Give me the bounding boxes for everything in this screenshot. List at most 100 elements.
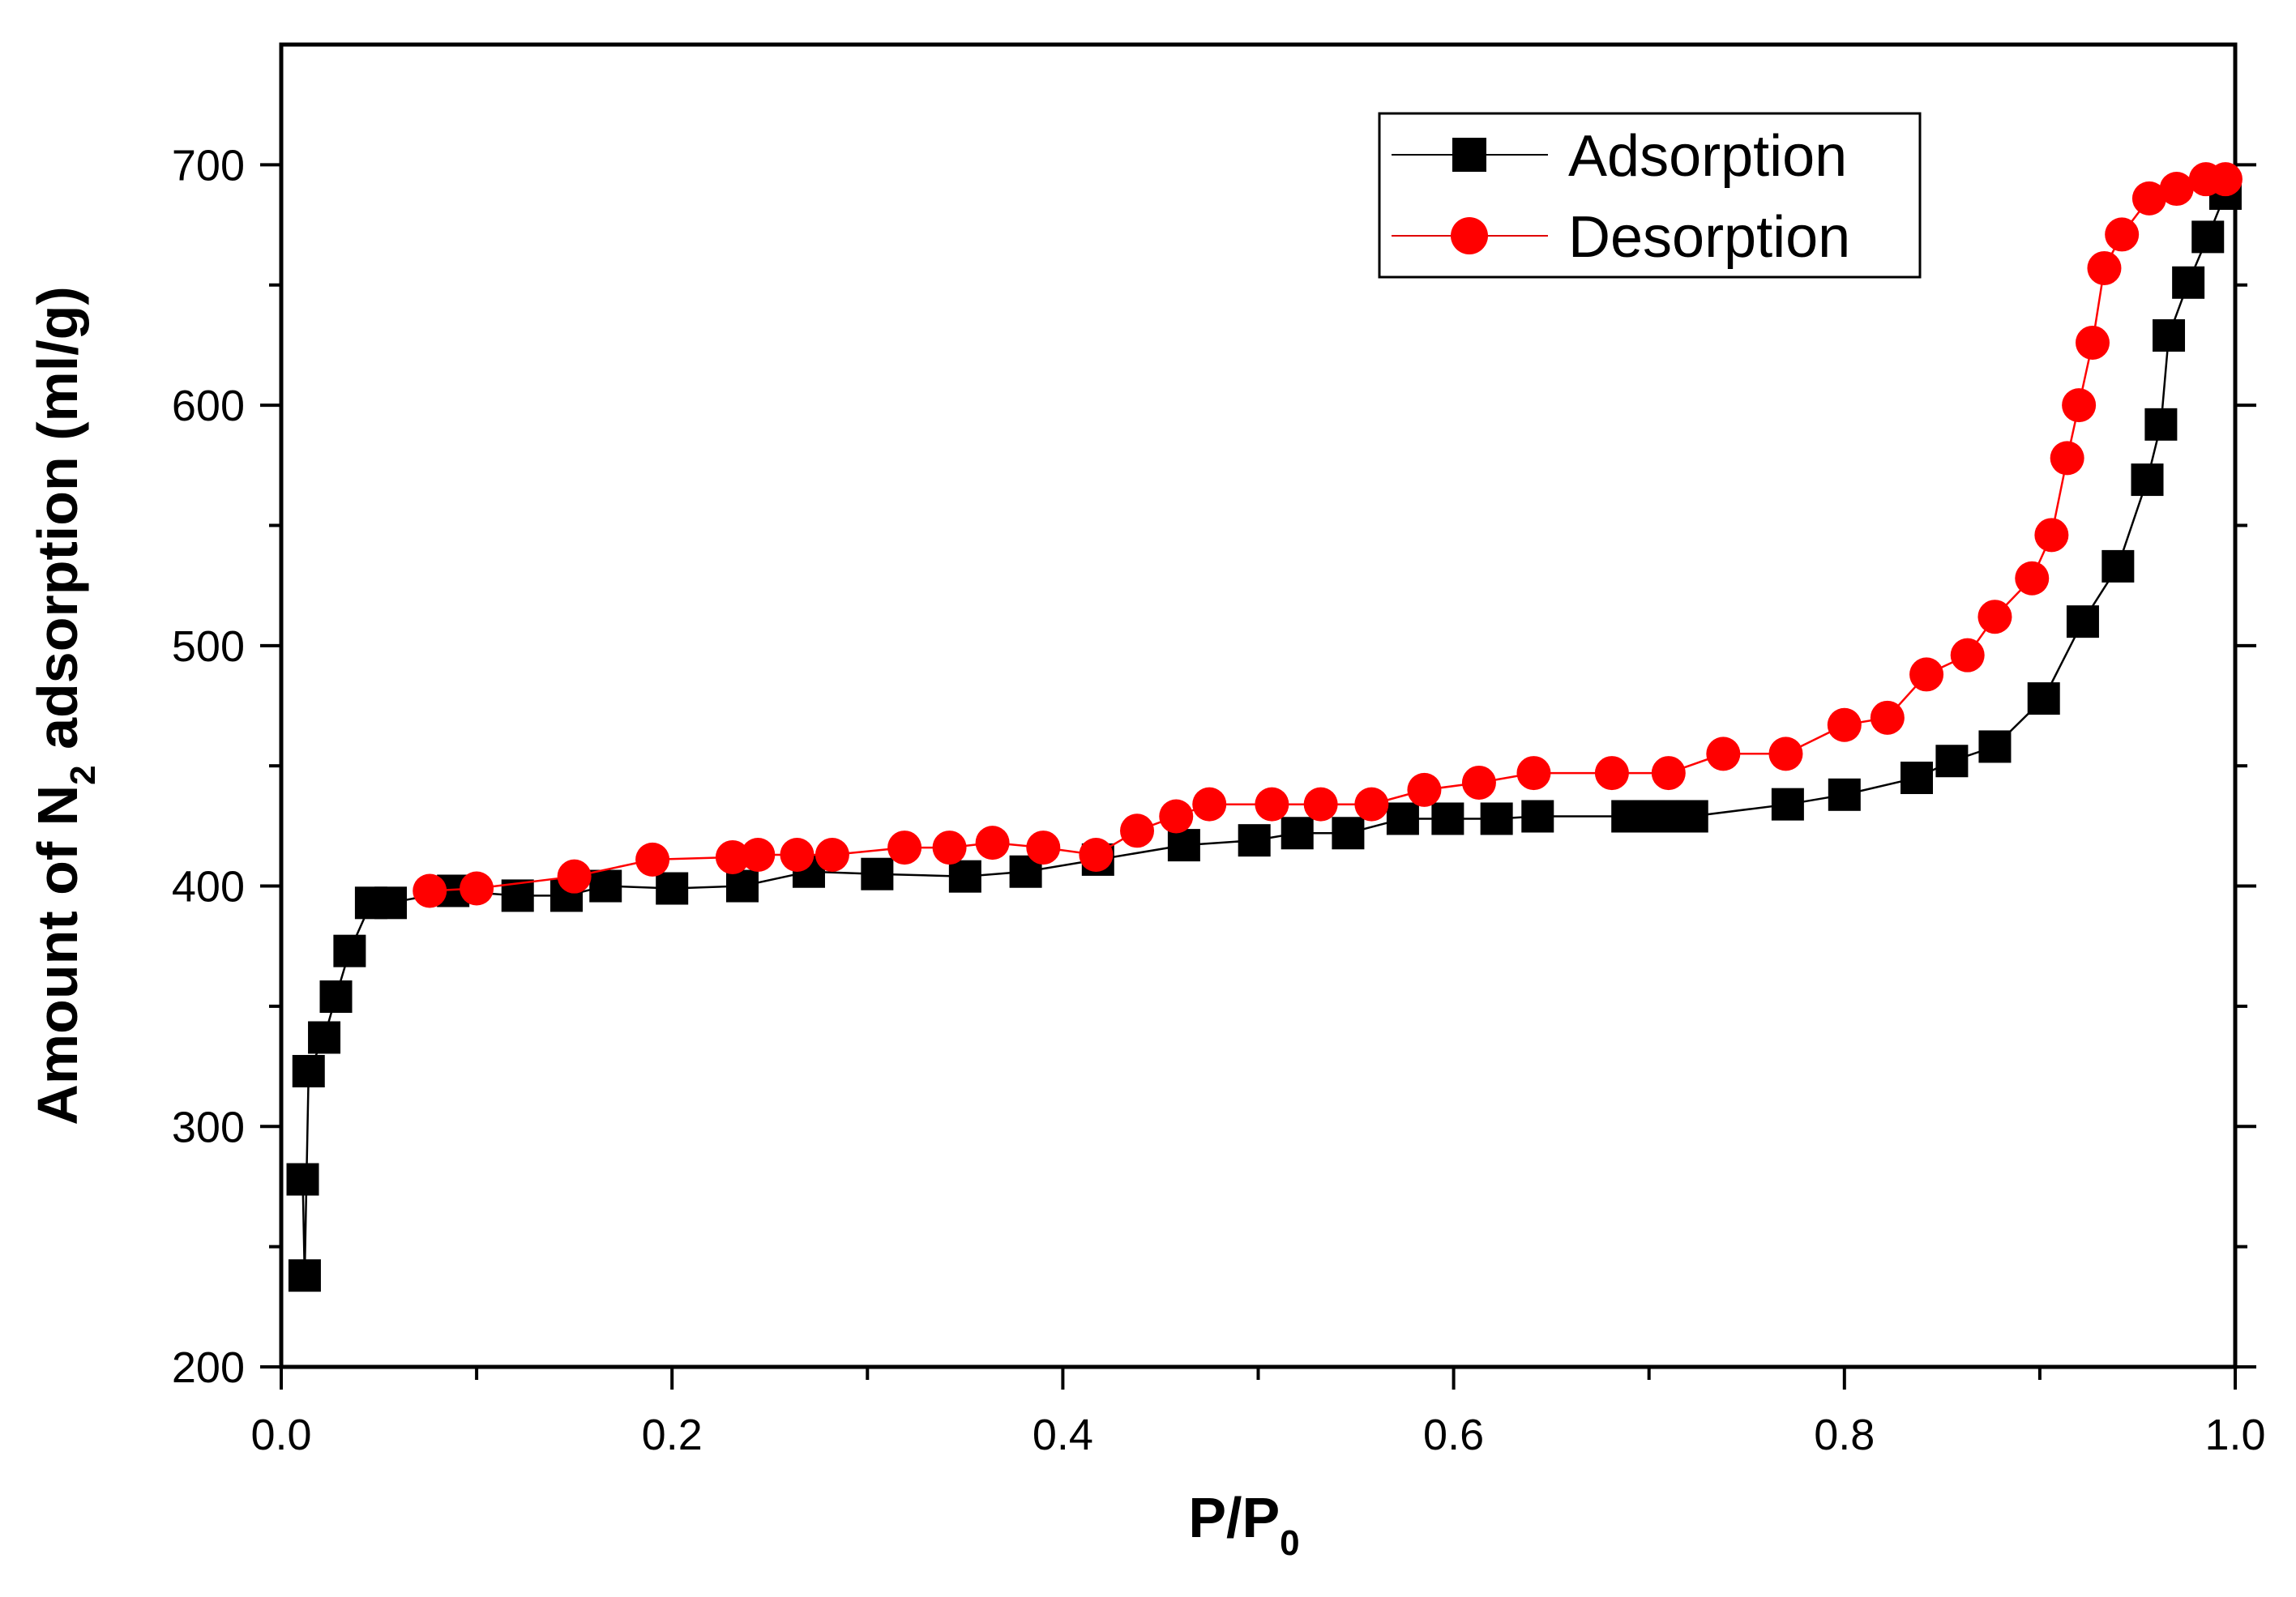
adsorption-point (725, 869, 759, 903)
desorption-point (1950, 638, 1985, 673)
desorption-point (975, 826, 1010, 860)
desorption-point (741, 837, 776, 872)
plot-frame (279, 42, 2238, 1369)
desorption-point (1977, 600, 2012, 634)
desorption-point (1768, 737, 1803, 771)
desorption-point (2075, 325, 2110, 360)
adsorption-line (301, 193, 2227, 1276)
adsorption-point (1935, 745, 1969, 778)
x-tick-label: 0.6 (1423, 1411, 1484, 1459)
desorption-point (1159, 799, 1194, 834)
adsorption-point (1521, 800, 1554, 833)
y-tick-label: 400 (172, 863, 245, 912)
desorption-point (2208, 162, 2243, 197)
y-tick-label: 300 (172, 1103, 245, 1151)
adsorption-point (1281, 817, 1314, 850)
adsorption-point (2027, 682, 2060, 715)
desorption-point (2062, 388, 2097, 423)
adsorption-point (308, 1021, 341, 1054)
desorption-point (1827, 707, 1862, 742)
y-axis-ticks: 200 300 400 500 600 700 (172, 141, 2256, 1392)
desorption-point (1870, 700, 1905, 735)
desorption-line (430, 177, 2225, 892)
adsorption-point (1771, 788, 1804, 821)
adsorption-point (1386, 802, 1419, 835)
desorption-point (1594, 756, 1629, 791)
y-tick-label: 600 (172, 382, 245, 430)
desorption-point (1706, 737, 1741, 771)
adsorption-point (2153, 319, 2186, 352)
y-tick-label: 200 (172, 1343, 245, 1392)
desorption-point (2131, 181, 2166, 216)
adsorption-point (1431, 802, 1464, 835)
adsorption-point (286, 1163, 319, 1196)
adsorption-point (2101, 549, 2135, 583)
adsorption-point (861, 857, 894, 890)
adsorption-point (589, 869, 622, 903)
desorption-point (1461, 765, 1496, 800)
desorption-point (1026, 831, 1061, 865)
adsorption-point (1901, 762, 1934, 795)
legend-desorption-label: Desorption (1568, 205, 1850, 270)
desorption-point (780, 837, 815, 872)
legend-desorption-marker (1451, 217, 1488, 254)
desorption-point (1255, 787, 1289, 822)
adsorption-point (288, 1259, 321, 1292)
desorption-point (2034, 518, 2069, 553)
desorption-point (887, 831, 922, 865)
desorption-point (1909, 657, 1944, 692)
adsorption-point (1828, 778, 1861, 811)
x-axis-title: P/P0 (1188, 1486, 1299, 1563)
desorption-point (1303, 787, 1338, 822)
series-layer (286, 162, 2243, 1292)
x-tick-label: 0.2 (642, 1411, 703, 1459)
adsorption-point (656, 872, 689, 905)
desorption-point (815, 837, 849, 872)
adsorption-point (2191, 220, 2225, 254)
x-axis-ticks: 0.0 0.2 0.4 0.6 0.8 1.0 (250, 1367, 2266, 1459)
y-tick-label: 700 (172, 141, 245, 190)
desorption-point (635, 842, 670, 877)
x-tick-label: 0.8 (1814, 1411, 1875, 1459)
legend: Adsorption Desorption (1378, 112, 1922, 279)
adsorption-point (319, 980, 353, 1014)
desorption-point (1407, 772, 1442, 807)
desorption-point (2159, 172, 2194, 207)
adsorption-point (1978, 730, 2012, 763)
adsorption-point (2172, 266, 2205, 299)
desorption-point (557, 859, 592, 894)
y-axis-title: Amount of N2 adsorption (ml/g) (26, 286, 103, 1125)
legend-adsorption-marker (1452, 138, 1486, 172)
adsorption-point (1167, 829, 1200, 862)
x-tick-label: 0.4 (1033, 1411, 1093, 1459)
desorption-point (413, 873, 447, 908)
y-tick-label: 500 (172, 622, 245, 671)
x-tick-label: 1.0 (2204, 1411, 2265, 1459)
desorption-point (1192, 787, 1227, 822)
desorption-point (715, 839, 750, 874)
desorption-point (1079, 837, 1114, 872)
desorption-point (1120, 813, 1155, 848)
adsorption-point (1238, 824, 1271, 857)
adsorption-point (948, 860, 981, 893)
desorption-point (1354, 787, 1389, 822)
adsorption-point (333, 934, 366, 967)
desorption-point (2087, 250, 2122, 285)
desorption-point (932, 831, 967, 865)
desorption-point (2015, 561, 2050, 596)
adsorption-point (1332, 817, 1365, 850)
x-tick-label: 0.0 (250, 1411, 311, 1459)
desorption-point (1516, 756, 1551, 791)
adsorption-point (2066, 605, 2099, 638)
adsorption-point (1675, 800, 1708, 833)
desorption-point (2050, 441, 2084, 476)
adsorption-point (2144, 408, 2178, 441)
adsorption-point (374, 886, 408, 920)
legend-adsorption-label: Adsorption (1568, 124, 1847, 189)
adsorption-point (1480, 802, 1513, 835)
adsorption-point (2131, 463, 2164, 497)
adsorption-point (292, 1055, 325, 1088)
desorption-point (2105, 217, 2140, 252)
desorption-point (460, 871, 494, 906)
